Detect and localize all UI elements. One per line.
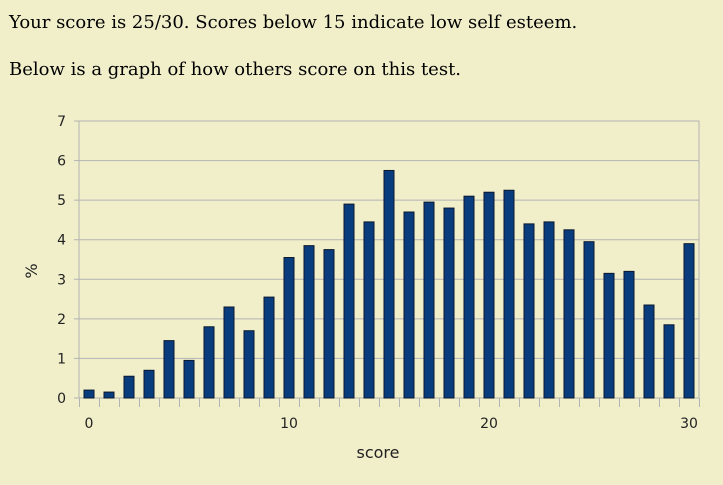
bar-score-24 — [563, 229, 575, 399]
bar-score-23 — [543, 221, 555, 399]
bar-score-4 — [163, 340, 175, 399]
bar-score-11 — [303, 245, 315, 399]
bar-score-5 — [183, 359, 195, 399]
y-axis-title: % — [22, 263, 41, 278]
x-tick-label: 10 — [280, 416, 298, 432]
y-tick-label: 1 — [57, 351, 66, 367]
bar-score-1 — [103, 391, 115, 399]
y-tick-label: 7 — [57, 114, 66, 130]
bar-score-14 — [363, 221, 375, 399]
bar-score-8 — [243, 330, 255, 399]
score-result-text: Your score is 25/30. Scores below 15 ind… — [9, 12, 578, 33]
bar-score-18 — [443, 207, 455, 399]
bar-score-30 — [683, 243, 695, 399]
bar-score-6 — [203, 326, 215, 399]
y-tick-label: 5 — [57, 193, 66, 209]
bar-score-27 — [623, 270, 635, 399]
x-tick-label: 0 — [85, 416, 94, 432]
y-tick-label: 0 — [57, 391, 66, 407]
chart-ticks — [74, 120, 700, 407]
x-tick-label: 20 — [480, 416, 498, 432]
bar-score-3 — [143, 369, 155, 399]
x-tick-labels: 0 10 20 30 — [85, 416, 698, 432]
chart-intro-text: Below is a graph of how others score on … — [9, 59, 462, 80]
bar-score-13 — [343, 203, 355, 399]
x-axis-title: score — [357, 443, 400, 462]
y-tick-label: 3 — [57, 272, 66, 288]
bar-score-0 — [83, 389, 95, 399]
bar-score-21 — [503, 189, 515, 399]
bar-score-9 — [263, 296, 275, 399]
bar-score-12 — [323, 249, 335, 399]
bar-score-29 — [663, 324, 675, 399]
x-tick-label: 30 — [680, 416, 698, 432]
bar-score-26 — [603, 272, 615, 399]
bar-score-22 — [523, 223, 535, 399]
bar-score-16 — [403, 211, 415, 399]
bar-score-2 — [123, 375, 135, 399]
bar-score-20 — [483, 191, 495, 399]
y-tick-label: 2 — [57, 312, 66, 328]
bar-score-28 — [643, 304, 655, 399]
y-tick-labels: 0 1 2 3 4 5 6 7 — [57, 114, 66, 407]
bar-score-19 — [463, 195, 475, 399]
bar-score-7 — [223, 306, 235, 399]
bar-score-15 — [383, 169, 395, 399]
bar-score-17 — [423, 201, 435, 399]
y-tick-label: 6 — [57, 154, 66, 170]
bar-score-25 — [583, 241, 595, 399]
y-tick-label: 4 — [57, 233, 66, 249]
chart-bars — [83, 169, 695, 399]
bar-score-10 — [283, 257, 295, 399]
